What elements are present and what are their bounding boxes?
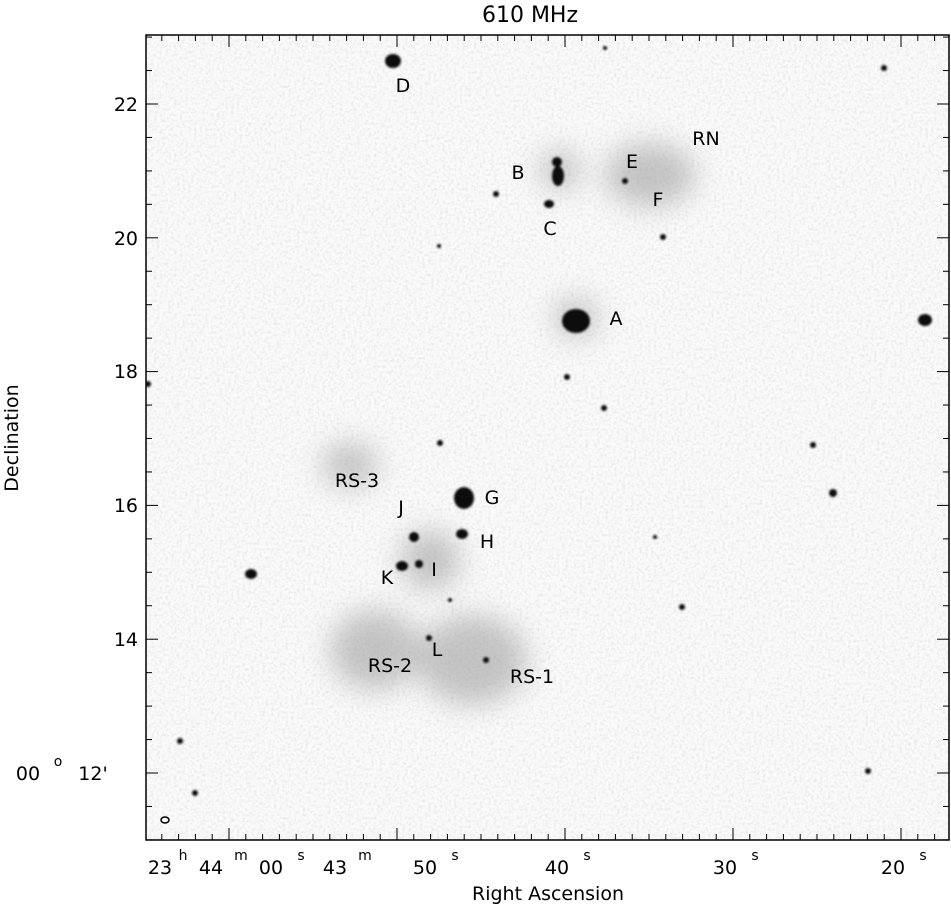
source-label: G	[485, 487, 500, 509]
source-label: D	[396, 75, 411, 97]
y-tick-label: 18	[114, 361, 138, 383]
x-tick-label: 44	[199, 857, 223, 879]
source-blob	[829, 489, 837, 497]
y-tick-label: 20	[114, 228, 138, 250]
x-tick-label: 43	[323, 857, 347, 879]
source-blob	[562, 309, 590, 333]
source-blob	[552, 166, 564, 186]
source-blob	[918, 314, 932, 326]
source-blob	[660, 234, 666, 240]
source-blob	[146, 381, 151, 387]
source-blob	[564, 374, 570, 380]
source-blob	[810, 442, 816, 448]
y-tick-label: 14	[114, 629, 138, 651]
source-blob	[601, 405, 607, 411]
source-blob	[192, 790, 198, 796]
y-tick-unit: o	[54, 754, 63, 770]
source-blob	[426, 635, 432, 641]
source-label: K	[381, 567, 394, 589]
source-blob	[454, 487, 474, 509]
x-tick-label: 40	[545, 857, 569, 879]
x-tick-label: 20	[881, 857, 905, 879]
sky-image	[146, 35, 949, 840]
frame	[145, 34, 950, 841]
source-label: A	[610, 308, 623, 330]
x-tick-label: 23	[148, 857, 172, 879]
source-blob	[653, 535, 657, 539]
source-blob	[552, 157, 562, 167]
title: 610 MHz	[482, 3, 578, 28]
x-tick-unit: s	[297, 848, 304, 864]
source-label: RS-3	[335, 470, 379, 492]
source-blob	[409, 532, 419, 542]
source-blob	[493, 191, 499, 197]
source-blob	[177, 738, 183, 744]
source-label: RS-2	[368, 655, 412, 677]
source-blob	[483, 657, 489, 663]
y-tick-label: 00	[16, 763, 40, 785]
x-tick-unit: s	[919, 848, 926, 864]
x-tick-unit: m	[234, 848, 248, 864]
source-label: L	[432, 639, 443, 661]
source-label: E	[626, 151, 638, 173]
source-blob	[437, 244, 441, 248]
source-blob	[415, 560, 423, 568]
y-tick-label: 16	[114, 495, 138, 517]
x-tick-unit: s	[583, 848, 590, 864]
source-blob	[679, 604, 685, 610]
x-tick-unit: s	[751, 848, 758, 864]
x-tick-unit: h	[179, 848, 188, 864]
source-blob	[881, 65, 887, 71]
source-blob	[396, 561, 408, 571]
y-tick-label: 12'	[78, 763, 107, 785]
source-label: B	[511, 162, 524, 184]
source-blob	[385, 54, 401, 68]
source-label: J	[397, 497, 404, 519]
x-tick-label: 30	[713, 857, 737, 879]
source-blob	[437, 440, 443, 446]
source-blob	[603, 46, 607, 50]
y-tick-label: 22	[114, 94, 138, 116]
source-blob	[622, 178, 628, 184]
source-label: I	[431, 559, 437, 581]
x-tick-unit: m	[358, 848, 372, 864]
x-axis-label: Right Ascension	[472, 883, 624, 905]
source-label: RS-1	[510, 666, 554, 688]
source-blob	[544, 200, 554, 208]
source-label: H	[480, 531, 494, 553]
source-blob	[456, 529, 468, 539]
source-label: RN	[692, 128, 719, 150]
source-label: F	[653, 189, 664, 211]
source-blob	[245, 569, 257, 579]
source-blob	[448, 598, 452, 602]
source-blob	[865, 768, 871, 774]
y-axis-label: Declination	[1, 384, 23, 491]
x-tick-unit: s	[451, 848, 458, 864]
source-label: C	[543, 218, 556, 240]
beam	[160, 816, 170, 824]
x-tick-label: 50	[413, 857, 437, 879]
x-tick-label: 00	[259, 857, 283, 879]
